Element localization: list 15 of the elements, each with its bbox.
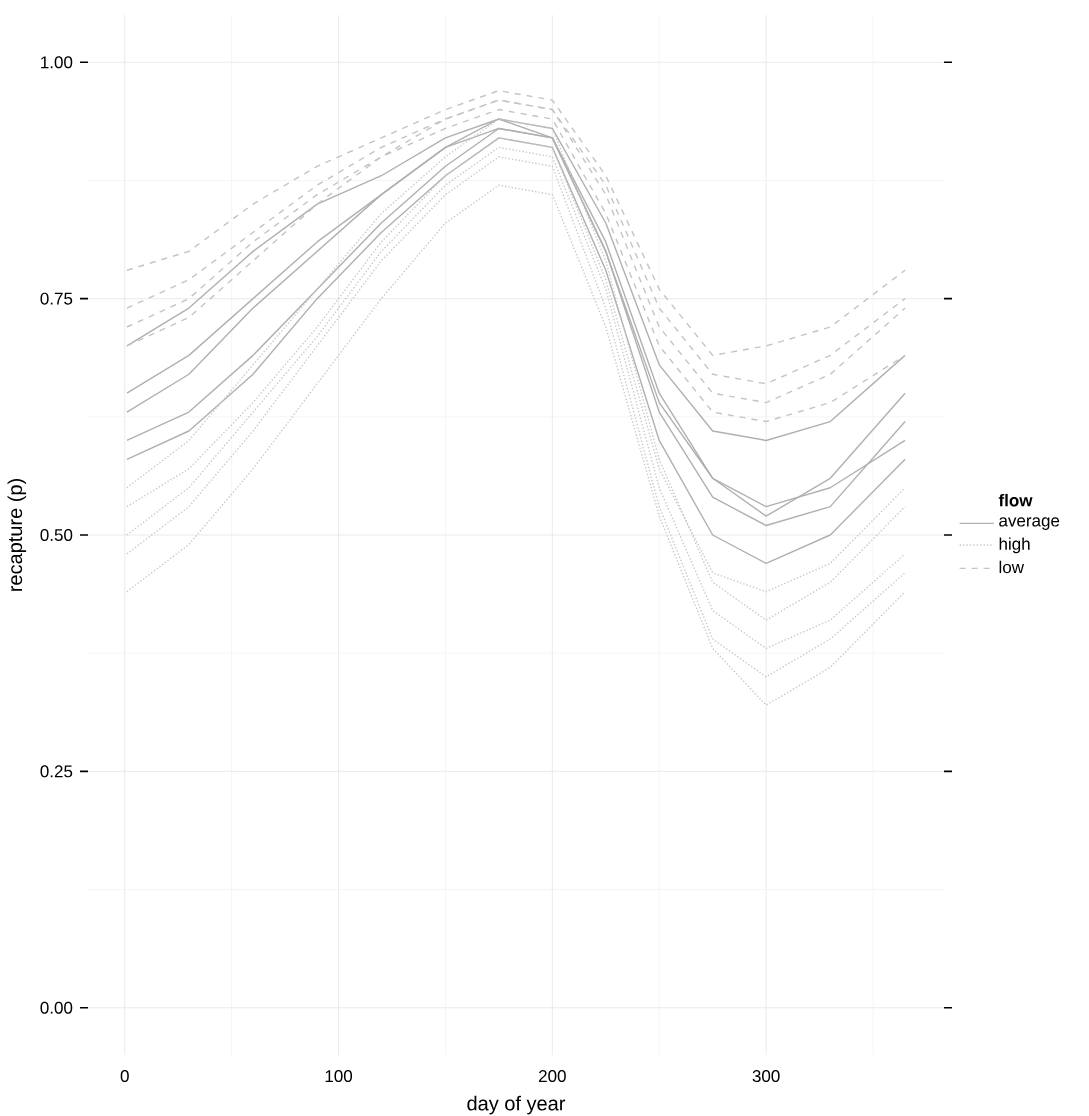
legend-title: flow [998, 493, 1033, 507]
legend-label: low [999, 560, 1025, 574]
y-tick-label: 0.00 [40, 1001, 73, 1014]
y-tick-label: 0.50 [40, 529, 73, 542]
y-tick-label: 1.00 [41, 56, 73, 69]
legend-label: average [999, 517, 1060, 530]
x-tick-label: 300 [752, 1070, 780, 1083]
x-axis-title: day of year [467, 1095, 566, 1115]
x-tick-label: 100 [325, 1070, 353, 1083]
y-tick-label: 0.25 [40, 765, 73, 778]
x-tick-label: 200 [539, 1070, 566, 1083]
y-axis-title: recapture (p) [7, 479, 27, 591]
legend-label: high [999, 537, 1030, 554]
x-tick-label: 0 [120, 1070, 129, 1083]
y-tick-label: 0.75 [40, 292, 73, 305]
